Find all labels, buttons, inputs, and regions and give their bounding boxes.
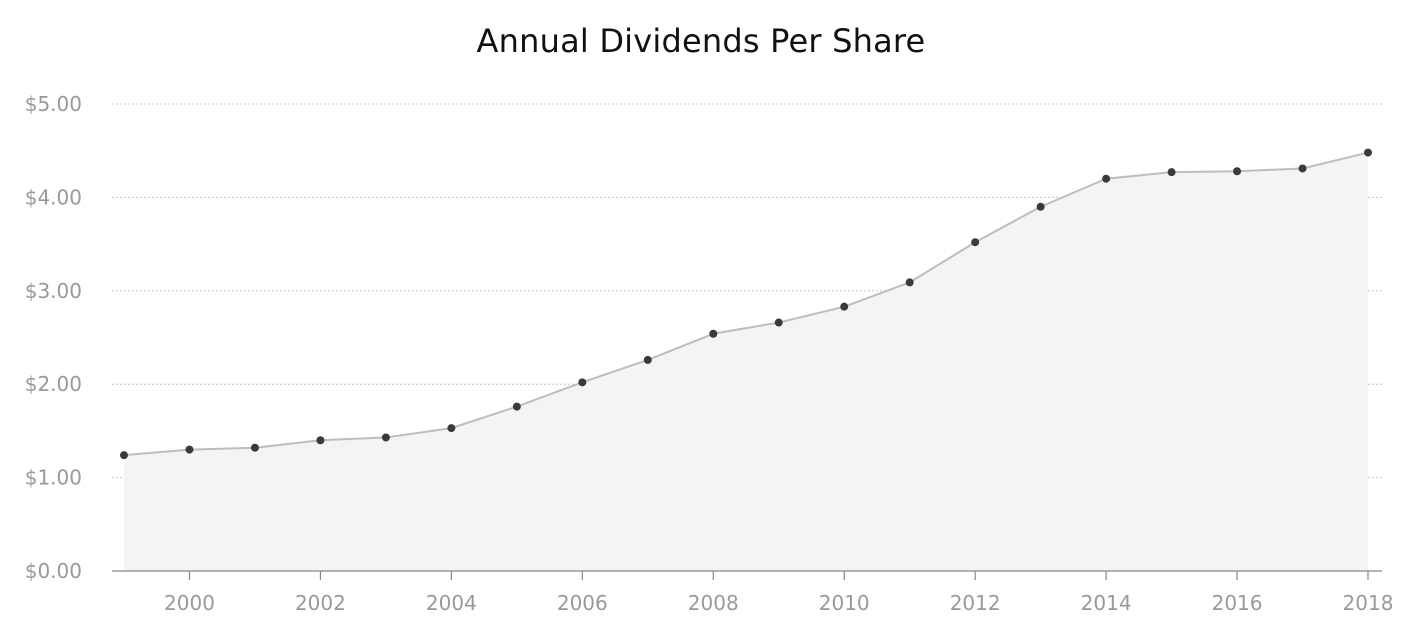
data-point-2016[interactable] (1233, 167, 1242, 176)
data-point-2006[interactable] (578, 378, 587, 387)
chart-title: Annual Dividends Per Share (476, 22, 926, 60)
data-point-2000[interactable] (185, 445, 194, 454)
data-point-2011[interactable] (905, 278, 914, 287)
data-point-2002[interactable] (316, 436, 325, 445)
x-tick-label: 2004 (426, 591, 477, 615)
y-tick-label: $1.00 (25, 466, 82, 490)
data-point-1999[interactable] (120, 451, 128, 460)
data-point-2004[interactable] (447, 424, 456, 433)
data-point-2009[interactable] (774, 318, 783, 327)
data-point-2010[interactable] (840, 302, 849, 311)
x-axis (112, 570, 1382, 580)
y-tick-label: $2.00 (25, 372, 82, 396)
data-point-2008[interactable] (709, 329, 718, 338)
data-point-2001[interactable] (250, 443, 259, 452)
y-tick-label: $3.00 (25, 279, 82, 303)
x-tick-label: 2002 (295, 591, 346, 615)
data-point-2007[interactable] (643, 355, 652, 364)
data-markers (120, 148, 1372, 460)
area-layer (123, 151, 1369, 571)
y-tick-label: $0.00 (25, 559, 82, 583)
x-tick-label: 2018 (1343, 591, 1394, 615)
series-line (123, 151, 1369, 457)
area-fill (124, 152, 1368, 571)
tick-labels: 2000 2002 2004 2006 2008 2010 2012 2014 2016 2018… (25, 92, 1394, 615)
x-tick-label: 2010 (819, 591, 870, 615)
x-tick-label: 2016 (1212, 591, 1263, 615)
y-tick-label: $5.00 (25, 92, 82, 116)
data-point-2015[interactable] (1167, 168, 1176, 177)
data-point-2013[interactable] (1036, 202, 1045, 211)
data-point-2005[interactable] (512, 402, 521, 411)
x-tick-label: 2006 (557, 591, 608, 615)
x-tick-label: 2000 (164, 591, 215, 615)
data-point-2012[interactable] (971, 238, 980, 247)
data-point-2003[interactable] (381, 433, 390, 442)
x-tick-label: 2008 (688, 591, 739, 615)
y-tick-label: $4.00 (25, 185, 82, 209)
x-tick-label: 2014 (1081, 591, 1132, 615)
data-point-2018[interactable] (1364, 148, 1372, 157)
data-point-2017[interactable] (1298, 164, 1307, 173)
x-tick-label: 2012 (950, 591, 1001, 615)
data-point-2014[interactable] (1102, 174, 1111, 183)
